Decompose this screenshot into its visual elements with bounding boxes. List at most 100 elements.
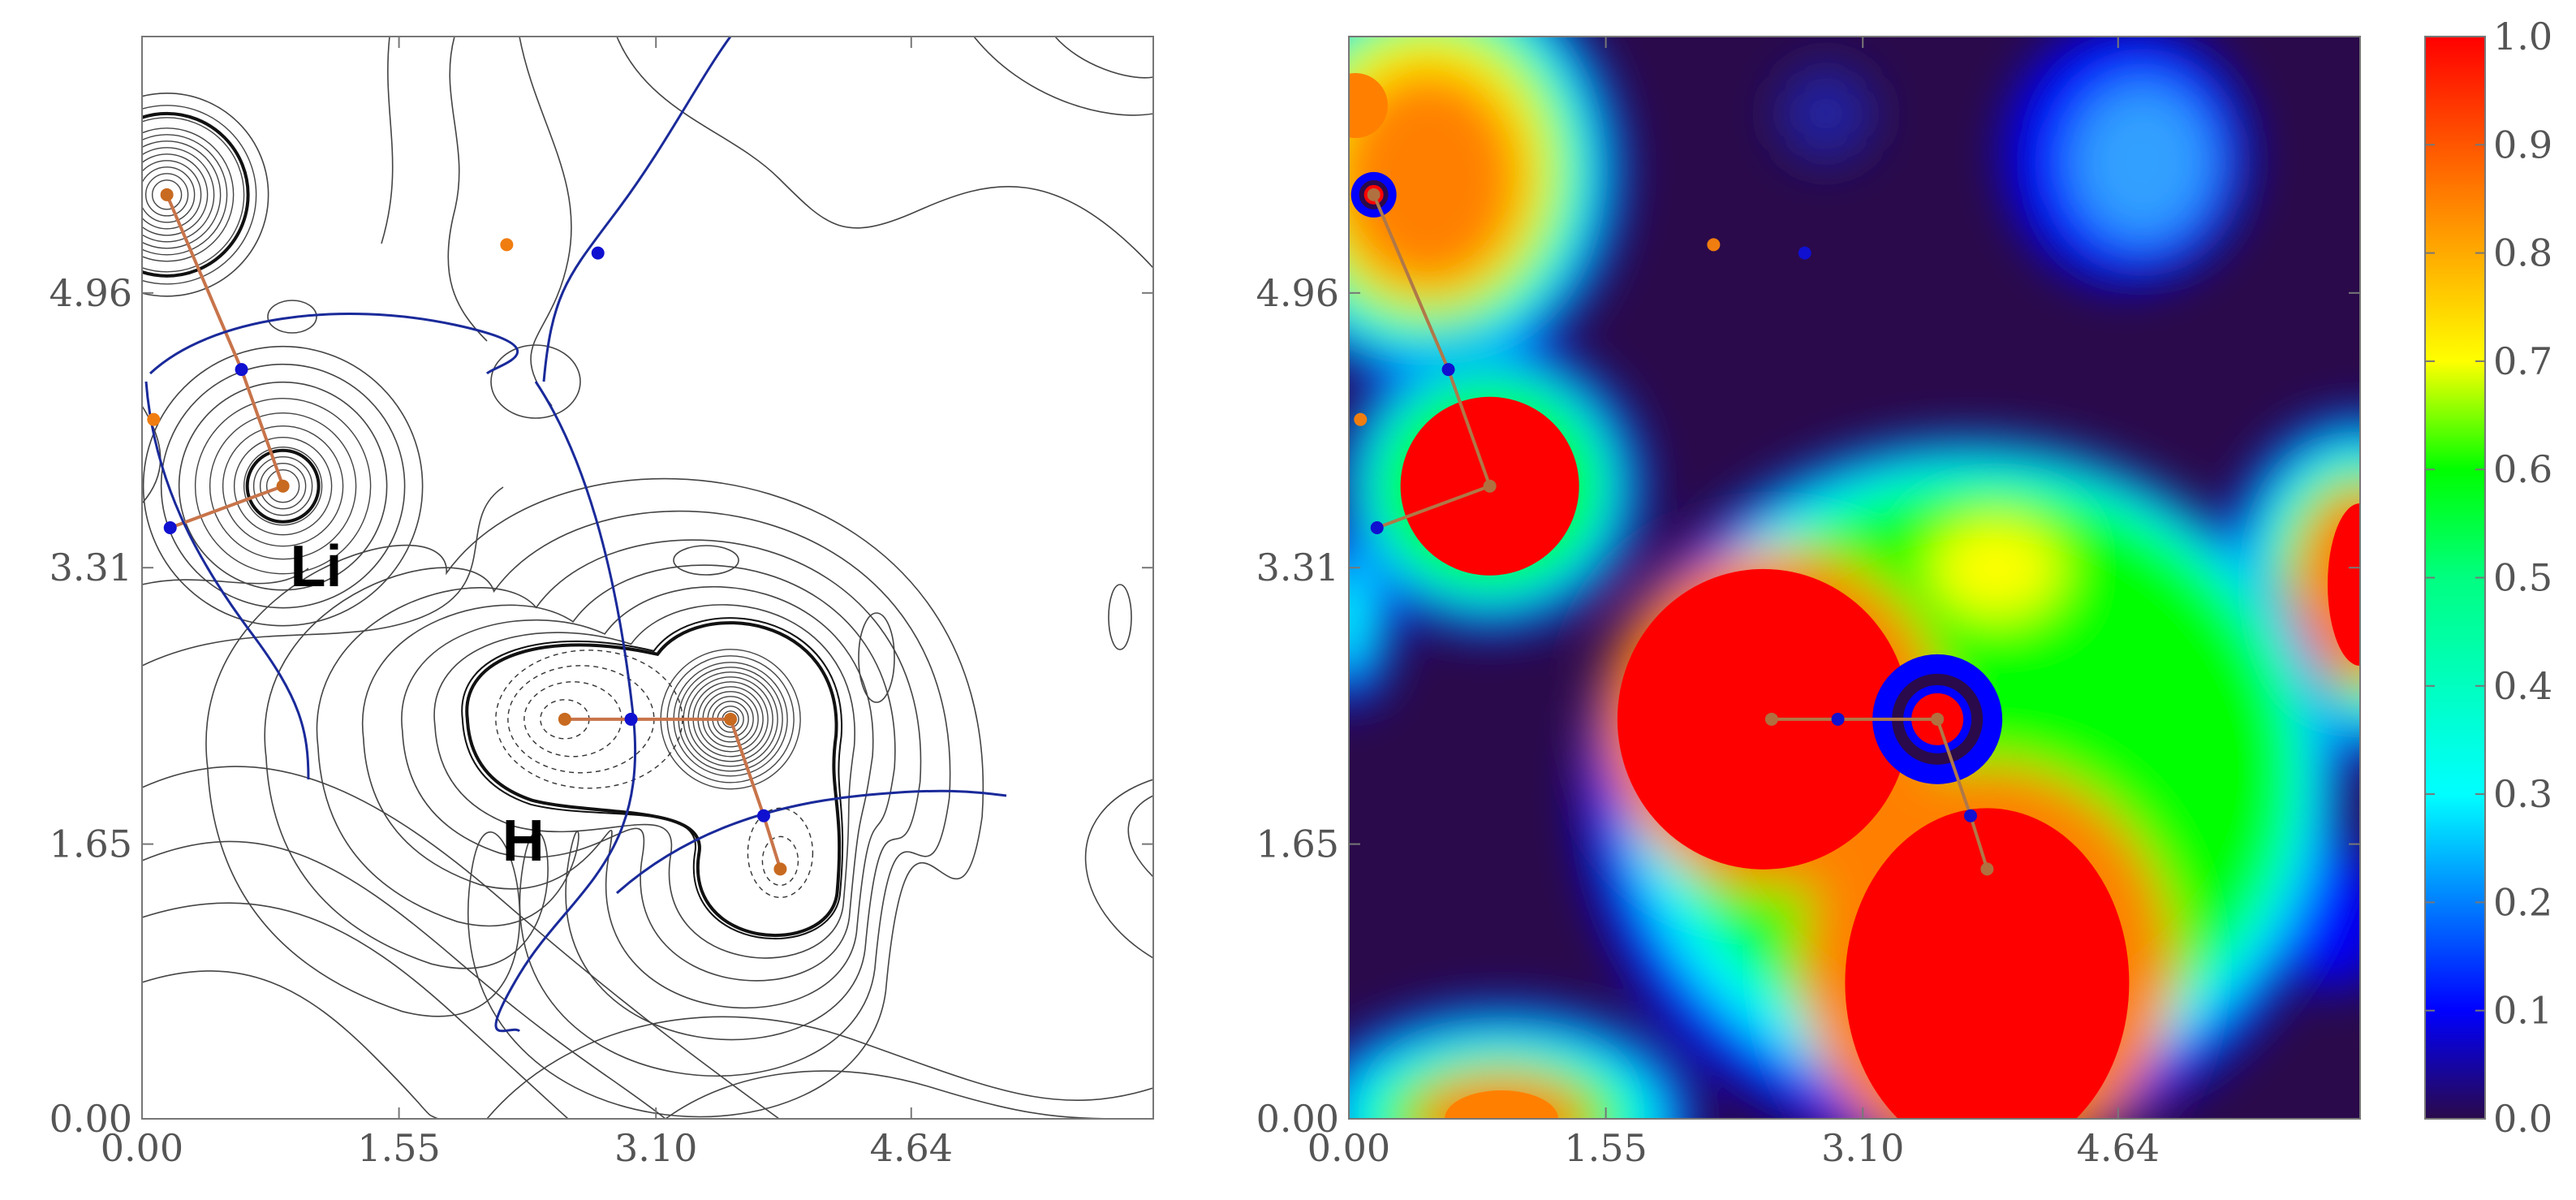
contour-line xyxy=(461,617,844,940)
nucleus-point xyxy=(1931,712,1945,726)
contour-line xyxy=(205,477,984,1118)
ring-critical-point xyxy=(1707,238,1721,252)
colorbar-tick-label: 0.3 xyxy=(2493,772,2552,816)
ring-critical-point xyxy=(1354,412,1368,426)
contour-line xyxy=(142,160,202,230)
bond-critical-point xyxy=(1441,363,1455,377)
critical-points-left xyxy=(147,188,787,876)
x-tick-label: 3.10 xyxy=(1821,1126,1904,1170)
contour-line xyxy=(142,840,666,1119)
contour-line xyxy=(858,612,895,703)
heatmap-region xyxy=(1932,520,2061,617)
contour-line xyxy=(1054,37,1153,79)
bond-critical-point xyxy=(1370,520,1384,534)
contour-line xyxy=(465,621,842,937)
heatmap-region xyxy=(1349,65,1526,292)
contour-line xyxy=(1108,584,1132,650)
surface-path xyxy=(144,381,310,780)
x-tick-label: 4.64 xyxy=(2077,1126,2160,1170)
surface-path xyxy=(616,789,1007,895)
colorbar-tick-label: 0.8 xyxy=(2493,231,2552,275)
contour-panel: Li H 0.00 1.55 3.10 4.64 0.00 1.65 3.31 4.96 xyxy=(50,36,1154,1170)
contour-line xyxy=(142,153,209,236)
heatmap-core xyxy=(1845,808,2130,1119)
contour-line xyxy=(142,166,196,223)
surface-path xyxy=(494,381,637,1033)
contour-line xyxy=(142,134,228,256)
bond-critical-point xyxy=(756,809,770,822)
heatmap-core xyxy=(2328,503,2360,666)
contour-line xyxy=(401,585,874,982)
contour-line xyxy=(178,381,388,591)
nucleus-point xyxy=(558,712,571,726)
x-tick-label: 0.00 xyxy=(1307,1126,1390,1170)
y-tick-label: 1.65 xyxy=(50,822,132,866)
contour-line xyxy=(245,448,321,524)
colorbar-tick-label: 0.6 xyxy=(2493,447,2552,491)
bond-critical-point xyxy=(1831,712,1845,726)
contour-panel-frame xyxy=(141,36,1154,1120)
x-tick-label: 3.10 xyxy=(614,1126,697,1170)
contour-line xyxy=(259,463,307,510)
contour-line xyxy=(316,539,922,1041)
contour-line xyxy=(151,179,183,210)
contour-line xyxy=(142,111,250,278)
contour-lines xyxy=(142,37,1153,1119)
heatmap-panel-axes: 0.00 1.55 3.10 4.64 0.00 1.65 3.31 4.96 xyxy=(1256,37,2360,1170)
contour-line xyxy=(209,412,357,560)
x-tick-label: 1.55 xyxy=(1564,1126,1647,1170)
bond-critical-point xyxy=(1798,246,1811,260)
contour-line xyxy=(142,140,222,249)
bond-paths-right xyxy=(1349,73,2360,1119)
heatmap-region xyxy=(2070,81,2216,244)
ring-critical-point xyxy=(500,238,514,252)
colorbar-tick-label: 0.9 xyxy=(2493,123,2552,166)
contour-line xyxy=(194,398,372,575)
colorbar: 0.0 0.1 0.2 0.3 0.4 0.5 0.6 0.7 0.8 0.9 1.0 xyxy=(2424,15,2552,1141)
contour-line xyxy=(142,345,424,627)
x-tick-label: 1.55 xyxy=(357,1126,440,1170)
contour-line xyxy=(142,902,569,1119)
nucleus-point xyxy=(1764,712,1778,726)
nucleus-point xyxy=(160,188,174,201)
contour-line xyxy=(142,117,245,273)
nucleus-point xyxy=(276,479,290,493)
contour-line xyxy=(243,447,323,526)
contour-line xyxy=(142,568,309,585)
heatmap-cores xyxy=(1349,73,2360,1119)
colorbar-ticks: 0.0 0.1 0.2 0.3 0.4 0.5 0.6 0.7 0.8 0.9 1.0 xyxy=(2425,15,2552,1141)
contour-line xyxy=(142,127,235,262)
contour-line xyxy=(142,105,257,285)
contour-line xyxy=(160,363,406,609)
contour-line xyxy=(673,545,739,576)
heatmap-core xyxy=(1445,1090,1558,1119)
colorbar-tick-label: 0.2 xyxy=(2493,880,2552,924)
contour-line xyxy=(144,173,189,217)
contour-line xyxy=(447,37,488,342)
contour-line xyxy=(265,469,300,503)
nucleus-point xyxy=(724,712,738,726)
y-tick-label: 4.96 xyxy=(50,271,132,315)
colorbar-tick-label: 1.0 xyxy=(2493,15,2552,58)
heatmap-region xyxy=(1349,560,1372,674)
bond-critical-point xyxy=(235,363,248,377)
x-tick-label: 0.00 xyxy=(101,1126,183,1170)
contour-panel-background xyxy=(142,37,1153,1119)
contour-line xyxy=(490,344,581,419)
heatmap-panel: 0.00 1.55 3.10 4.64 0.00 1.65 3.31 4.96 xyxy=(1256,36,2361,1170)
atom-label-h: H xyxy=(502,809,545,874)
atom-label-li: Li xyxy=(290,534,342,599)
y-tick-label: 0.00 xyxy=(1256,1097,1339,1141)
bond-critical-point xyxy=(591,246,605,260)
contour-line xyxy=(486,1016,1153,1119)
contour-panel-axes: 0.00 1.55 3.10 4.64 0.00 1.65 3.31 4.96 xyxy=(50,37,1153,1170)
contour-line xyxy=(252,456,313,516)
colorbar-tick-label: 0.1 xyxy=(2493,989,2552,1033)
colorbar-tick-label: 0.4 xyxy=(2493,664,2552,708)
contour-line xyxy=(264,510,951,1077)
surface-path xyxy=(542,37,732,382)
heatmap-region xyxy=(1777,65,1875,162)
nucleus-point xyxy=(773,862,787,876)
contour-line xyxy=(761,835,799,887)
heatmap-core xyxy=(1617,568,1910,870)
